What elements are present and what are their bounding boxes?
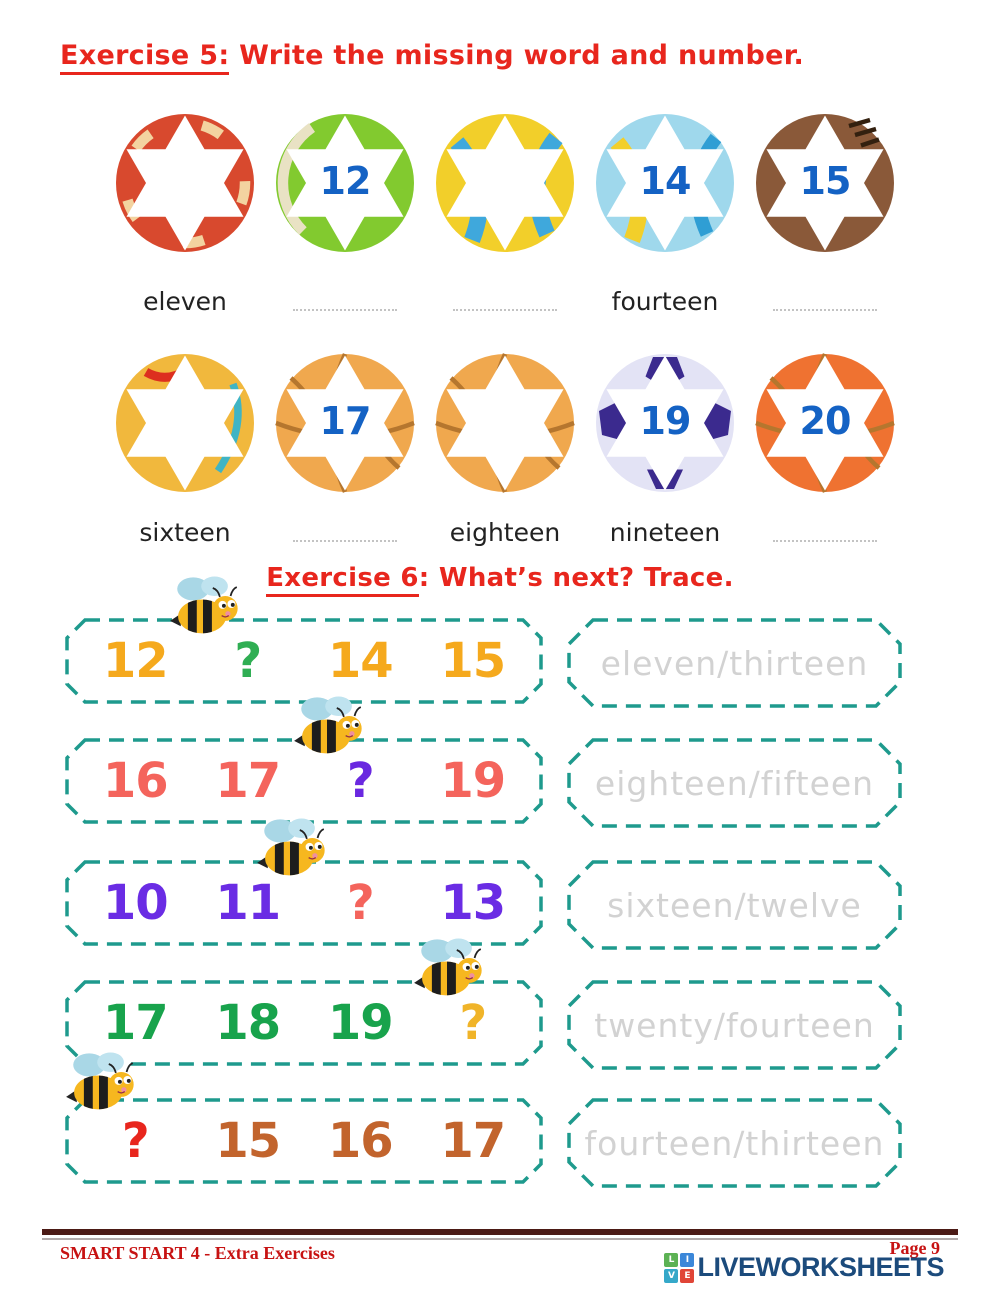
sequence-number: 19	[327, 995, 394, 1051]
missing-number-mark: ?	[346, 875, 375, 931]
trace-word[interactable]: fourteen/thirteen	[584, 1123, 885, 1163]
missing-number-mark: ?	[346, 753, 375, 809]
ball-number: 20	[799, 399, 852, 444]
blue-yellow-volleyball-icon: 14	[590, 108, 740, 258]
liveworksheets-logo: L I V E LIVEWORKSHEETS	[664, 1252, 944, 1283]
sequence-box: 17 18 19 ?	[65, 980, 543, 1066]
number-word: eighteen	[449, 517, 561, 547]
ball-number: 17	[319, 399, 372, 444]
logo-letter: L	[664, 1252, 679, 1267]
missing-number-mark: ?	[459, 995, 487, 1051]
words-row-1: eleven fourteen	[110, 281, 900, 321]
exercise6-title: Exercise 6: What’s next? Trace.	[0, 563, 1000, 597]
trace-box[interactable]: sixteen/twelve	[567, 860, 902, 950]
words-row-2: sixteen eighteen nineteen	[110, 512, 900, 552]
bee-icon	[163, 574, 243, 634]
trace-word[interactable]: eighteen/fifteen	[594, 763, 875, 803]
trace-box[interactable]: twenty/fourteen	[567, 980, 902, 1070]
page-number: Page 9	[889, 1238, 940, 1258]
yellow-beach-ball-icon	[110, 348, 260, 498]
sequence-number: 17	[102, 995, 169, 1051]
exercise5-title: Exercise 5: Write the missing word and n…	[60, 40, 805, 75]
balls-row-1: 12 14 15	[110, 108, 900, 258]
sequence-number: 19	[440, 753, 506, 809]
ball-number: 14	[639, 159, 692, 204]
sequence-number: 17	[440, 1113, 506, 1169]
logo-letter: I	[680, 1252, 695, 1267]
answer-blank[interactable]	[453, 309, 557, 311]
number-word: eleven	[143, 286, 227, 316]
bee-icon	[250, 816, 330, 876]
sequence-number: 13	[440, 875, 506, 931]
ball-number: 12	[319, 159, 372, 204]
green-star-ball-icon: 12	[270, 108, 420, 258]
trace-word[interactable]: sixteen/twelve	[607, 885, 862, 925]
logo-letter: V	[664, 1268, 679, 1283]
red-star-ball-icon	[110, 108, 260, 258]
bee-icon	[407, 936, 487, 996]
trace-word[interactable]: twenty/fourteen	[594, 1005, 875, 1045]
number-word: sixteen	[139, 517, 231, 547]
sequence-number: 15	[440, 633, 506, 689]
balls-row-2: 17 19 20	[110, 348, 900, 498]
answer-blank[interactable]	[293, 540, 397, 542]
logo-brand-text: LIVEWORKSHEETS	[697, 1252, 944, 1282]
missing-number-mark: ?	[121, 1113, 150, 1169]
answer-blank[interactable]	[293, 309, 397, 311]
number-word: fourteen	[611, 286, 719, 316]
brown-football-icon: 15	[750, 108, 900, 258]
number-word: nineteen	[609, 517, 721, 547]
purple-soccer-ball-icon: 19	[590, 348, 740, 498]
ball-number: 19	[639, 399, 692, 444]
sequence-box: 16 17 ? 19	[65, 738, 543, 824]
sequence-number: 10	[102, 875, 169, 931]
sequence-number: 14	[327, 633, 394, 689]
liveworksheets-logo-icon: L I V E	[664, 1252, 695, 1283]
exercise6-title-label: Exercise 6	[266, 563, 419, 597]
sequence-number: 16	[102, 753, 169, 809]
trace-box[interactable]: fourteen/thirteen	[567, 1098, 902, 1188]
orange-basketball-icon	[430, 348, 580, 498]
answer-blank[interactable]	[773, 540, 877, 542]
exercise5-title-label: Exercise 5:	[60, 40, 230, 75]
logo-letter: E	[680, 1268, 695, 1283]
bee-icon	[287, 694, 367, 754]
trace-box[interactable]: eleven/thirteen	[567, 618, 902, 708]
missing-number-mark: ?	[234, 633, 262, 689]
sequence-number: 17	[215, 753, 281, 809]
sequence-number: 16	[327, 1113, 394, 1169]
trace-word[interactable]: eleven/thirteen	[600, 643, 869, 683]
trace-box[interactable]: eighteen/fifteen	[567, 738, 902, 828]
sequence-box: 12 ? 14 15	[65, 618, 543, 704]
bright-orange-basketball-icon: 20	[750, 348, 900, 498]
yellow-blue-volleyball-icon	[430, 108, 580, 258]
sequence-number: 12	[102, 633, 169, 689]
bee-icon	[59, 1050, 139, 1110]
sequence-number: 18	[215, 995, 281, 1051]
sequence-box: ? 15 16 17	[65, 1098, 543, 1184]
exercise6-title-rest: : What’s next? Trace.	[418, 563, 734, 593]
sequence-box: 10 11 ? 13	[65, 860, 543, 946]
exercise5-title-rest: Write the missing word and number.	[229, 40, 805, 71]
footer-book-title: SMART START 4 - Extra Exercises	[60, 1243, 335, 1263]
sequence-number: 11	[215, 875, 281, 931]
answer-blank[interactable]	[773, 309, 877, 311]
sequence-number: 15	[215, 1113, 281, 1169]
footer-divider	[42, 1229, 958, 1240]
ball-number: 15	[799, 159, 852, 204]
orange-basketball-icon: 17	[270, 348, 420, 498]
